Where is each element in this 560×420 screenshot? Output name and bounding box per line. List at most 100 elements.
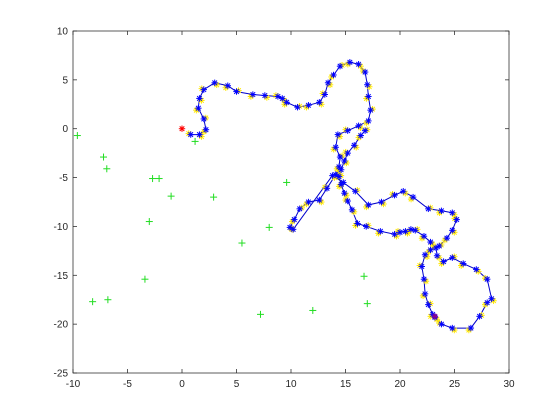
trajectory-point bbox=[365, 117, 372, 125]
trajectory-point bbox=[195, 104, 202, 112]
trajectory-point bbox=[460, 260, 467, 267]
trajectory-point bbox=[364, 81, 371, 88]
landmark-point bbox=[155, 175, 163, 183]
x-tick-label: 15 bbox=[340, 379, 352, 390]
y-tick-label: -20 bbox=[54, 320, 69, 331]
trajectory-point bbox=[200, 115, 207, 123]
trajectory-point bbox=[305, 198, 312, 206]
trajectory-point bbox=[344, 197, 351, 205]
trajectory-point bbox=[449, 227, 456, 234]
trajectory-point bbox=[476, 313, 483, 320]
trajectory-point bbox=[249, 91, 257, 98]
trajectory-point bbox=[400, 188, 407, 195]
trajectory-point bbox=[377, 228, 384, 235]
trajectory-point bbox=[421, 290, 429, 298]
trajectory-point bbox=[196, 95, 203, 102]
landmark-point bbox=[73, 132, 81, 140]
trajectory-point bbox=[346, 59, 354, 66]
trajectory-point bbox=[196, 131, 203, 138]
axis-ticks: -10 -5 0 5 10 15 20 25 30 -25 -20 -15 -10 -5 0 5 10 bbox=[54, 27, 515, 391]
trajectory-point bbox=[427, 246, 434, 254]
trajectory-point bbox=[332, 144, 339, 151]
trajectory-point bbox=[296, 205, 303, 213]
y-tick-label: 0 bbox=[62, 124, 68, 135]
y-tick-label: 10 bbox=[57, 27, 69, 38]
trajectory-point bbox=[352, 188, 359, 195]
y-tick-label: 5 bbox=[62, 75, 68, 86]
y-tick-label: -5 bbox=[59, 173, 68, 184]
trajectory-point bbox=[391, 191, 398, 199]
trajectory-point bbox=[335, 173, 343, 180]
trajectory-point bbox=[305, 102, 312, 109]
trajectory-point bbox=[409, 193, 417, 201]
trajectory-point bbox=[407, 226, 415, 233]
trajectory-point bbox=[316, 196, 323, 204]
landmark-point bbox=[167, 192, 175, 200]
trajectory-point bbox=[341, 190, 348, 197]
trajectory-point bbox=[412, 227, 419, 234]
trajectory-point bbox=[283, 99, 290, 106]
trajectory-point bbox=[361, 68, 369, 76]
landmark-point bbox=[360, 272, 368, 280]
landmark-point bbox=[256, 310, 264, 318]
landmark-point bbox=[210, 193, 218, 201]
trajectory-point bbox=[488, 295, 495, 302]
trajectory-point bbox=[367, 106, 374, 114]
trajectory-point bbox=[351, 142, 358, 149]
trajectory-point bbox=[427, 238, 434, 246]
trajectory-point bbox=[418, 263, 425, 270]
trajectory-point bbox=[354, 220, 361, 227]
trajectory-point bbox=[355, 122, 362, 129]
y-tick-label: -15 bbox=[54, 271, 69, 282]
trajectory-point bbox=[336, 153, 344, 161]
landmark-point bbox=[103, 165, 111, 173]
plot-area bbox=[73, 31, 509, 373]
trajectory-point bbox=[334, 131, 342, 138]
x-tick-label: 5 bbox=[234, 379, 240, 390]
trajectory-point bbox=[391, 231, 398, 238]
trajectory-point bbox=[361, 127, 369, 134]
trajectory-point bbox=[484, 299, 491, 306]
start-point bbox=[178, 125, 186, 132]
landmark-point bbox=[104, 296, 112, 304]
marker-group bbox=[73, 59, 497, 334]
trajectory-point bbox=[330, 71, 337, 79]
trajectory-point bbox=[402, 228, 409, 235]
x-tick-label: 0 bbox=[179, 379, 185, 390]
trajectory-point bbox=[365, 201, 372, 209]
x-tick-label: 30 bbox=[503, 379, 515, 390]
trajectory-point bbox=[321, 91, 328, 98]
trajectory-point bbox=[294, 104, 301, 111]
trajectory-point bbox=[323, 185, 331, 192]
x-tick-label: 20 bbox=[394, 379, 406, 390]
y-tick-label: -10 bbox=[54, 222, 69, 233]
trajectory-point bbox=[378, 198, 385, 206]
x-tick-label: 10 bbox=[285, 379, 297, 390]
trajectory-point bbox=[291, 216, 298, 223]
trajectory-point bbox=[357, 132, 364, 139]
landmark-point bbox=[309, 306, 317, 314]
trajectory-point bbox=[337, 166, 345, 173]
trajectory-point bbox=[449, 254, 456, 261]
end-point bbox=[431, 313, 439, 320]
landmark-point bbox=[145, 218, 153, 226]
trajectory-point bbox=[467, 324, 475, 332]
trajectory-point bbox=[187, 131, 194, 138]
trajectory-point bbox=[336, 62, 344, 70]
trajectory-point bbox=[396, 229, 404, 236]
landmark-point bbox=[100, 153, 108, 161]
trajectory-point bbox=[425, 205, 432, 213]
trajectory-point bbox=[337, 181, 345, 188]
trajectory-point bbox=[329, 172, 336, 179]
trajectory-point bbox=[344, 149, 351, 157]
trajectory-point bbox=[425, 301, 432, 308]
trajectory-point bbox=[363, 223, 370, 230]
trajectory-point bbox=[438, 320, 445, 328]
landmark-point bbox=[191, 137, 199, 145]
trajectory-point bbox=[438, 207, 445, 214]
trajectory-point bbox=[420, 233, 428, 240]
trajectory-point bbox=[421, 251, 429, 258]
trajectory-point bbox=[453, 216, 460, 223]
